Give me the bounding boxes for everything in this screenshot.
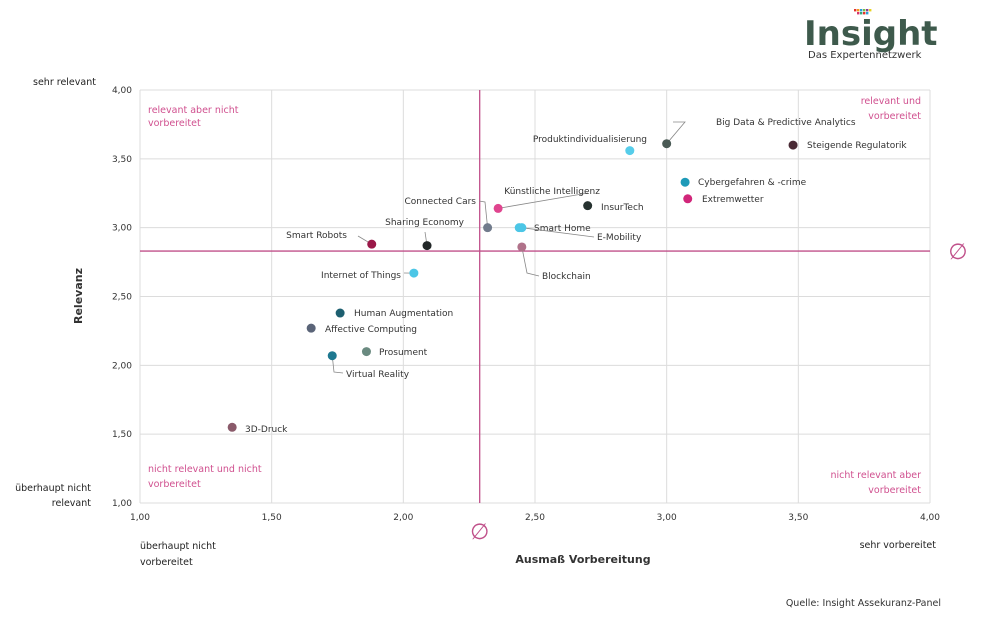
data-points: Big Data & Predictive Analytics Steigende… [228, 118, 908, 435]
data-point-label: Connected Cars [404, 197, 476, 207]
data-point [336, 309, 345, 318]
data-point-group: Künstliche Intelligenz [494, 187, 601, 213]
y-tick-label: 3,00 [112, 224, 132, 234]
x-max-label: sehr vorbereitet [860, 540, 937, 551]
grid [140, 90, 930, 503]
data-point [517, 223, 526, 232]
data-point [483, 223, 492, 232]
data-point [583, 201, 592, 210]
y-tick-label: 2,00 [112, 361, 132, 371]
data-point-label: Sharing Economy [385, 218, 465, 228]
data-point-label: Smart Home [534, 224, 591, 234]
logo-name: Insight [804, 14, 938, 54]
data-point [409, 269, 418, 278]
data-point-label: Extremwetter [702, 195, 764, 205]
x-tick-label: 2,50 [525, 513, 545, 523]
y-tick-label: 1,50 [112, 430, 132, 440]
data-point-label: Blockchain [542, 272, 591, 282]
data-point [328, 351, 337, 360]
data-point [789, 141, 798, 150]
data-point-label: Prosument [379, 348, 428, 358]
source-note: Quelle: Insight Assekuranz-Panel [786, 598, 941, 609]
mean-symbol-x: ∅ [470, 520, 489, 545]
data-point-group: InsurTech [583, 201, 643, 213]
data-point-group: Cybergefahren & -crime [681, 178, 807, 188]
data-point [681, 178, 690, 187]
data-point [517, 242, 526, 251]
x-tick-label: 3,50 [788, 513, 808, 523]
logo-tagline: Das Expertennetzwerk [808, 50, 922, 61]
data-point [494, 204, 503, 213]
data-point-group: Prosument [362, 347, 428, 358]
data-point-label: Internet of Things [321, 271, 401, 281]
logo-square [860, 9, 862, 11]
data-point-label: InsurTech [601, 203, 644, 213]
data-point [662, 139, 671, 148]
data-point-group: Sharing Economy [385, 218, 465, 250]
logo-square [854, 9, 856, 11]
data-point-group: Produktindividualisierung [533, 135, 647, 155]
data-point-label: E-Mobility [597, 233, 642, 243]
y-tick-label: 3,50 [112, 155, 132, 165]
data-point-label: Human Augmentation [354, 309, 453, 319]
x-tick-label: 3,00 [657, 513, 677, 523]
data-point [625, 146, 634, 155]
data-point [423, 241, 432, 250]
data-point [367, 240, 376, 249]
mean-symbol-y: ∅ [948, 240, 967, 265]
data-point [228, 423, 237, 432]
data-point [683, 194, 692, 203]
data-point [307, 324, 316, 333]
x-tick-label: 1,50 [262, 513, 282, 523]
data-point [362, 347, 371, 356]
logo: Insight Das Expertennetzwerk [804, 9, 938, 61]
logo-square [866, 9, 868, 11]
logo-square [863, 9, 865, 11]
data-point-label: Big Data & Predictive Analytics [716, 118, 856, 128]
data-point-label: Cybergefahren & -crime [698, 178, 807, 188]
y-max-label: sehr relevant [33, 77, 96, 88]
data-point-group: Smart Robots [286, 231, 376, 249]
x-axis-title: Ausmaß Vorbereitung [515, 553, 650, 566]
data-point-group: Blockchain [517, 242, 590, 282]
y-axis-title: Relevanz [72, 268, 85, 324]
data-point-label: Künstliche Intelligenz [504, 187, 600, 197]
x-tick-label: 1,00 [130, 513, 150, 523]
data-point-label: Steigende Regulatorik [807, 141, 907, 151]
y-tick-label: 1,00 [112, 499, 132, 509]
data-point-group: Human Augmentation [336, 309, 454, 319]
tick-labels: 1,00 1,50 2,00 2,50 3,00 3,50 4,00 1,00 1,50 2,00… [112, 86, 940, 523]
data-point-label: Affective Computing [325, 325, 417, 335]
y-tick-label: 2,50 [112, 293, 132, 303]
data-point-group: Steigende Regulatorik [789, 141, 908, 151]
logo-square [857, 9, 859, 11]
data-point-group: Affective Computing [307, 324, 417, 335]
data-point-label: 3D-Druck [245, 425, 288, 435]
data-point-label: Produktindividualisierung [533, 135, 647, 145]
data-point-label: Virtual Reality [346, 370, 410, 380]
x-tick-label: 2,00 [393, 513, 413, 523]
data-point-group: 3D-Druck [228, 423, 289, 435]
data-point-group: Extremwetter [683, 194, 764, 205]
data-point-label: Smart Robots [286, 231, 347, 241]
y-tick-label: 4,00 [112, 86, 132, 96]
logo-square [869, 9, 871, 11]
x-tick-label: 4,00 [920, 513, 940, 523]
